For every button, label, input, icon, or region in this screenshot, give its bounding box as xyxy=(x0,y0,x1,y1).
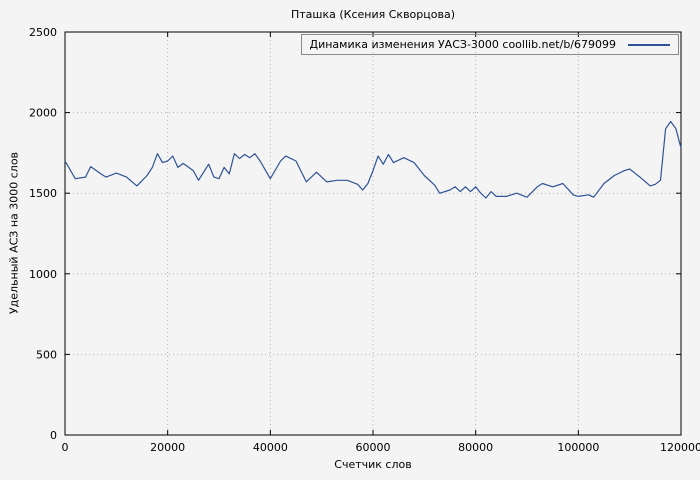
x-tick-label: 120000 xyxy=(660,441,700,454)
x-tick-label: 80000 xyxy=(458,441,493,454)
legend-line-sample xyxy=(628,43,670,46)
legend: Динамика изменения УАСЗ-3000 coollib.net… xyxy=(300,34,679,55)
x-tick-label: 0 xyxy=(62,441,69,454)
x-tick-label: 100000 xyxy=(557,441,599,454)
plot-border xyxy=(64,31,682,436)
y-tick-label: 2500 xyxy=(29,26,57,39)
legend-label: Динамика изменения УАСЗ-3000 coollib.net… xyxy=(309,38,617,51)
y-tick-label: 2000 xyxy=(29,107,57,120)
x-tick-label: 20000 xyxy=(150,441,185,454)
x-tick-label: 60000 xyxy=(356,441,391,454)
y-tick-label: 1000 xyxy=(29,268,57,281)
chart-title: Пташка (Ксения Скворцова) xyxy=(291,8,455,21)
y-tick-label: 0 xyxy=(50,429,57,442)
y-axis-label: Удельный АСЗ на 3000 слов xyxy=(7,151,21,315)
x-axis-label: Счетчик слов xyxy=(334,458,412,471)
y-tick-label: 1500 xyxy=(29,187,57,200)
y-tick-label: 500 xyxy=(36,348,57,361)
data-line xyxy=(64,120,682,199)
x-tick-label: 40000 xyxy=(253,441,288,454)
